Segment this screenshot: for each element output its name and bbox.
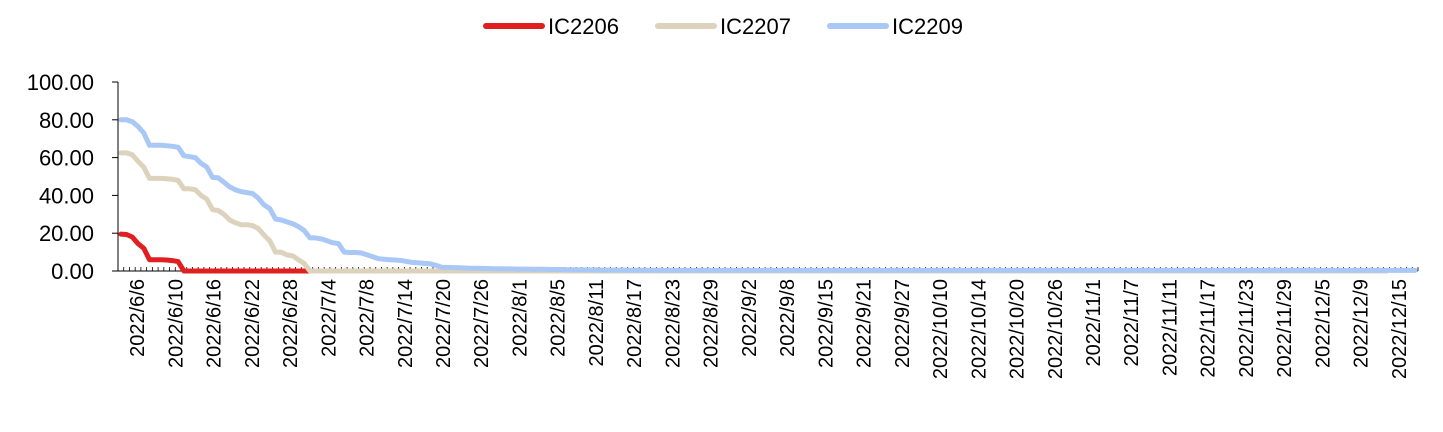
x-tick-label: 2022/7/4 — [318, 279, 340, 357]
x-tick-label: 2022/6/22 — [242, 279, 264, 368]
x-tick-label: 2022/12/5 — [1312, 279, 1334, 368]
series-line-ic2207 — [118, 150, 1389, 274]
legend-label: IC2207 — [720, 14, 791, 39]
x-tick-label: 2022/6/6 — [127, 279, 149, 357]
x-tick-label: 2022/8/5 — [548, 279, 570, 357]
x-tick-label: 2022/11/23 — [1236, 279, 1258, 378]
x-tick-label: 2022/8/23 — [662, 279, 684, 368]
x-tick-label: 2022/11/1 — [1083, 279, 1105, 367]
x-tick-label: 2022/12/15 — [1389, 279, 1411, 379]
x-tick-label: 2022/6/10 — [165, 279, 187, 368]
x-tick-label: 2022/8/11 — [586, 279, 608, 367]
x-tick-label: 2022/11/29 — [1274, 279, 1296, 378]
series-line-ic2209 — [118, 117, 1418, 273]
series-lines — [118, 117, 1418, 274]
x-tick-label: 2022/10/26 — [1045, 279, 1067, 379]
x-tick-label: 2022/9/2 — [739, 279, 761, 357]
x-tick-label: 2022/9/21 — [854, 279, 876, 368]
x-tick-label: 2022/8/17 — [624, 279, 646, 368]
y-tick-label: 60.00 — [39, 146, 94, 171]
x-axis: 2022/6/6 2022/6/10 2022/6/16 2022/6/22 2022/… — [117, 267, 1419, 379]
x-tick-label: 2022/7/20 — [433, 279, 455, 368]
x-tick-label: 2022/9/27 — [892, 279, 914, 368]
legend-label: IC2206 — [548, 14, 619, 39]
x-tick-label: 2022/9/8 — [777, 279, 799, 357]
y-tick-label: 40.00 — [39, 183, 94, 208]
y-tick-label: 20.00 — [39, 221, 94, 246]
x-tick-label: 2022/10/14 — [968, 279, 990, 379]
x-tick-label: 2022/9/15 — [815, 279, 837, 368]
x-tick-label: 2022/8/1 — [509, 279, 531, 357]
legend: IC2206 IC2207 IC2209 — [483, 14, 963, 39]
x-tick-label: 2022/7/8 — [357, 279, 379, 357]
x-tick-label: 2022/12/9 — [1351, 279, 1373, 368]
x-tick-label: 2022/8/29 — [701, 279, 723, 368]
x-tick-label: 2022/11/17 — [1198, 279, 1220, 378]
legend-label: IC2209 — [892, 14, 963, 39]
x-tick-label: 2022/6/16 — [204, 279, 226, 368]
y-tick-label: 80.00 — [39, 108, 94, 133]
x-tick-label: 2022/11/7 — [1121, 279, 1143, 367]
y-tick-label: 0.00 — [51, 259, 94, 284]
x-tick-label: 2022/6/28 — [280, 279, 302, 368]
y-tick-label: 100.00 — [27, 70, 94, 95]
x-tick-label: 2022/7/26 — [471, 279, 493, 368]
x-tick-label: 2022/10/10 — [930, 279, 952, 379]
x-tick-label: 2022/10/20 — [1007, 279, 1029, 379]
x-tick-label: 2022/11/11 — [1159, 279, 1181, 376]
x-tick-label: 2022/7/14 — [395, 279, 417, 368]
y-axis: 0.00 20.00 40.00 60.00 80.00 100.00 — [27, 70, 119, 284]
